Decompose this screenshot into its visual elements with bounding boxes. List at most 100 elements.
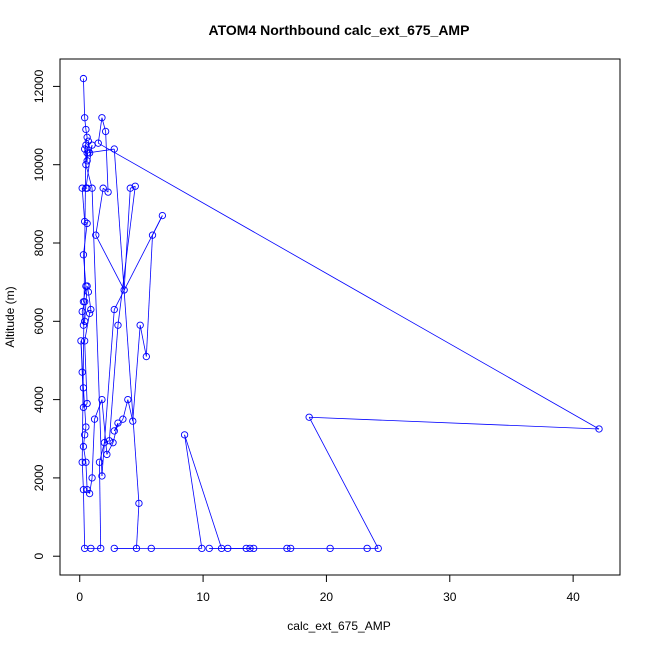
data-point	[103, 450, 111, 459]
plot-frame	[59, 58, 621, 576]
data-point	[110, 427, 118, 435]
data-point	[283, 544, 291, 553]
data-point	[109, 439, 117, 447]
x-tick-label: 10	[196, 590, 210, 604]
x-tick-label: 20	[320, 590, 334, 604]
series-segment	[83, 403, 88, 408]
data-point	[81, 217, 89, 226]
data-point	[82, 141, 90, 149]
data-point	[126, 184, 134, 192]
data-point	[110, 305, 118, 314]
data-point	[81, 431, 89, 439]
x-tick-label: 40	[566, 590, 580, 604]
data-point	[100, 439, 109, 447]
series-segment	[132, 325, 141, 422]
y-tick-label: 4000	[32, 386, 46, 413]
series-segment	[81, 462, 84, 490]
y-axis-label: Altitude (m)	[3, 286, 17, 347]
data-point	[90, 415, 99, 423]
series-segment	[95, 188, 104, 236]
series-segment	[98, 142, 600, 430]
data-point	[105, 437, 113, 445]
series-segment	[309, 416, 600, 430]
series-segment	[113, 418, 124, 432]
data-point	[81, 298, 89, 306]
series-points	[77, 74, 603, 553]
data-point	[83, 149, 91, 157]
x-tick-label: 0	[76, 590, 83, 604]
data-point	[82, 458, 90, 466]
series-lines	[80, 78, 600, 549]
series-segment	[84, 117, 87, 130]
data-point	[101, 127, 110, 136]
series-segment	[84, 426, 87, 435]
data-point	[78, 368, 86, 376]
data-point	[180, 431, 189, 439]
data-point	[148, 231, 157, 239]
data-point	[132, 544, 141, 553]
series-segment	[91, 419, 95, 478]
data-point	[98, 472, 106, 480]
data-point	[119, 415, 127, 423]
series-segment	[91, 188, 103, 476]
data-point	[81, 337, 89, 345]
series-segment	[127, 399, 134, 422]
series-segment	[139, 325, 147, 357]
data-point	[79, 321, 88, 329]
data-point	[83, 399, 91, 408]
y-tick-label: 6000	[32, 308, 46, 335]
data-point	[79, 442, 88, 451]
data-point	[136, 321, 144, 329]
series-segment	[95, 234, 125, 291]
data-point	[81, 544, 89, 553]
data-point	[98, 395, 106, 404]
data-point	[79, 384, 88, 392]
data-point	[87, 305, 95, 314]
series-segment	[123, 188, 131, 291]
data-point	[147, 544, 155, 553]
series-segment	[145, 235, 153, 357]
series-segment	[105, 131, 109, 193]
data-point	[224, 544, 232, 553]
data-point	[205, 544, 213, 553]
data-point	[84, 137, 93, 145]
data-point	[250, 544, 258, 553]
data-point	[77, 337, 85, 345]
data-point	[81, 317, 89, 325]
series-segment	[106, 442, 114, 455]
data-point	[83, 219, 91, 228]
x-tick-label: 30	[443, 590, 457, 604]
data-point	[95, 458, 104, 466]
series-segment	[184, 434, 222, 549]
data-point	[85, 309, 94, 318]
data-point	[135, 499, 143, 508]
data-point	[198, 544, 206, 553]
data-point	[99, 184, 107, 192]
series-segment	[86, 489, 90, 494]
series-segment	[83, 78, 86, 118]
data-point	[82, 161, 90, 169]
chart-title: ATOM4 Northbound calc_ext_675_AMP	[209, 22, 470, 38]
y-tick-label: 2000	[32, 464, 46, 491]
series-segment	[83, 446, 87, 463]
data-point	[79, 486, 88, 494]
data-point	[374, 544, 382, 553]
data-point	[131, 182, 139, 190]
data-point	[85, 149, 94, 157]
y-tick-label: 0	[32, 553, 46, 560]
data-point	[85, 489, 94, 498]
series-segment	[81, 145, 87, 463]
data-point	[78, 307, 86, 316]
series-segment	[85, 164, 93, 189]
data-point	[84, 288, 93, 296]
series-segment	[108, 325, 119, 441]
data-point	[129, 417, 137, 425]
data-point	[110, 145, 118, 153]
series-segment	[83, 223, 88, 255]
data-point	[88, 184, 96, 192]
x-axis: 0 10 20 30 40	[76, 574, 580, 604]
data-point	[305, 413, 313, 421]
series-segment	[308, 417, 379, 549]
data-point	[114, 321, 122, 329]
data-point	[97, 544, 105, 553]
